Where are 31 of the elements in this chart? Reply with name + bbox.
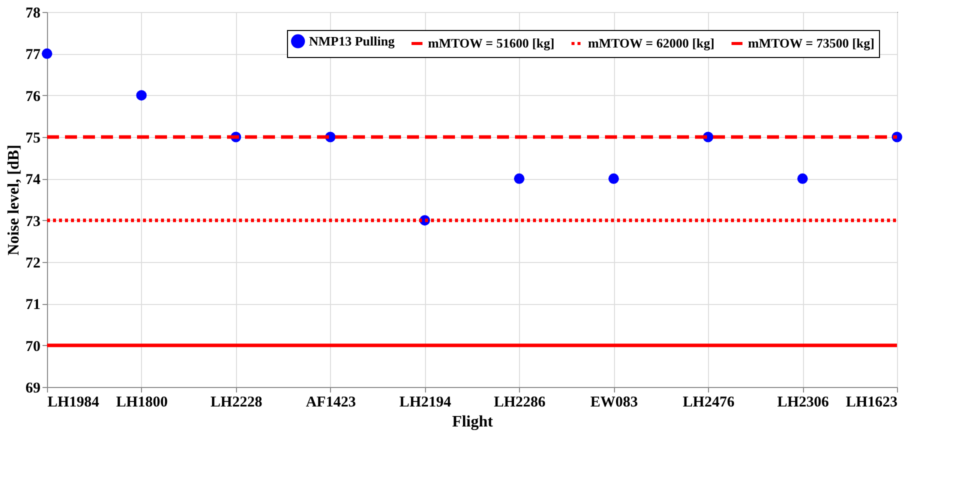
x-tick-label: AF1423 [306,394,356,410]
y-tick-label: 73 [26,214,40,230]
x-tick-label: EW083 [590,394,638,410]
x-tick-label: LH1984 [48,394,100,410]
y-tick-label: 77 [26,47,41,64]
x-axis-title: Flight [452,414,494,430]
point [136,90,147,101]
y-tick-label: 70 [26,338,40,355]
x-tick-label: LH2476 [682,394,735,410]
y-tick-label: 75 [26,130,40,146]
legend-label: mMTOW = 62000 [kg] [588,36,714,50]
x-tick-label: LH2194 [399,394,452,410]
point [608,173,619,184]
y-tick-label: 71 [26,297,40,314]
legend-label: mMTOW = 51600 [kg] [428,36,554,50]
x-tick-label: LH1623 [846,394,898,410]
y-tick-label: 78 [26,6,40,22]
y-tick-label: 74 [26,172,41,188]
x-tick-label: LH2286 [494,394,546,410]
legend-label: NMP13 Pulling [309,33,396,48]
x-tick-label: LH1800 [116,394,168,410]
x-tick-label: LH2306 [777,394,830,410]
legend-label: mMTOW = 73500 [kg] [748,36,874,50]
x-tick-label: LH2228 [210,394,262,410]
point [514,173,524,184]
y-tick-label: 69 [26,380,40,396]
y-axis-title: Noise level, [dB] [6,144,22,256]
point [797,173,808,184]
point [42,48,52,59]
y-tick-label: 72 [26,256,40,272]
y-tick-label: 76 [26,88,41,105]
